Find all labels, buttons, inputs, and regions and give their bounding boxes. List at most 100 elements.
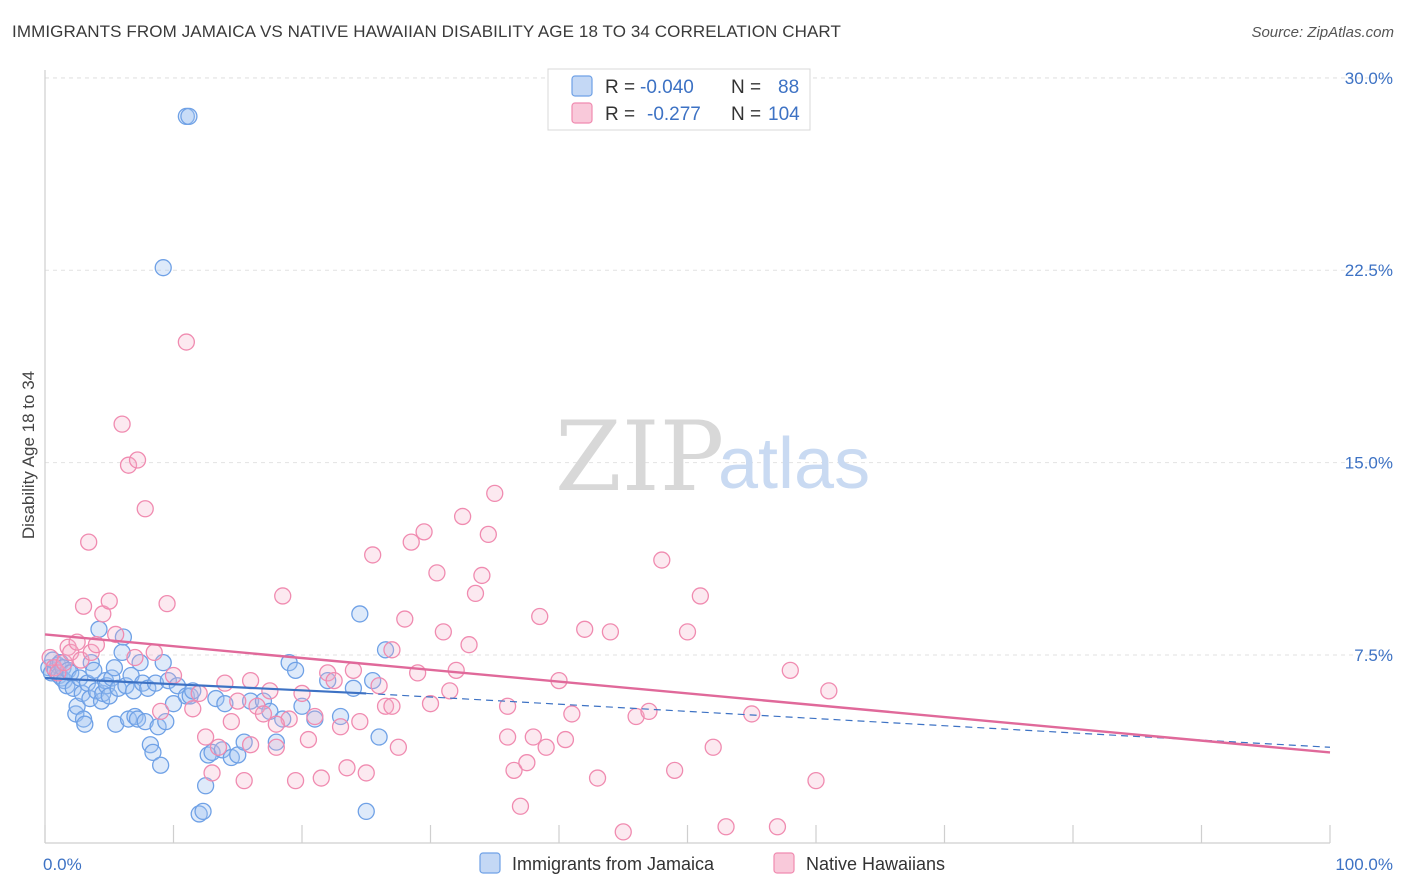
data-point [180,107,198,126]
data-point [640,702,658,721]
data-point [537,738,555,756]
data-point [704,738,722,756]
data-point [267,715,285,733]
data-point [383,641,401,659]
data-point [357,764,375,782]
data-point [158,595,176,613]
chart-title: IMMIGRANTS FROM JAMAICA VS NATIVE HAWAII… [12,22,841,41]
data-point [441,682,459,700]
data-point [331,718,350,736]
data-point [254,705,273,723]
source-label: Source: ZipAtlas.com [1251,24,1394,41]
data-point [556,730,575,749]
grid-lines [45,77,1392,656]
data-point [306,707,324,726]
y-tick-label: 15.0% [1345,454,1393,473]
data-point [241,671,260,690]
y-axis-label: Disability Age 18 to 34 [19,371,38,539]
series-jamaica [40,107,395,823]
data-point [190,684,208,703]
bottom-legend-label-jamaica: Immigrants from Jamaica [512,854,715,874]
data-point [653,551,671,569]
data-point [151,702,170,721]
data-point [351,712,369,731]
data-point [807,771,825,790]
data-point [364,546,382,564]
data-point [164,666,183,685]
data-point [479,525,497,544]
bottom-legend-label-hawaiians: Native Hawaiians [806,854,945,874]
watermark-atlas: atlas [718,424,870,504]
data-point [113,415,131,433]
data-point [678,623,697,641]
data-point [119,456,138,474]
data-point [428,564,446,582]
data-point [49,664,67,682]
data-point [151,756,170,774]
data-point [100,592,118,610]
data-point [90,620,108,638]
data-point [216,695,234,713]
data-point [267,733,285,751]
data-point [157,712,175,731]
trend-lines [44,633,1331,754]
data-point [370,728,388,746]
data-point [299,730,318,749]
legend-swatch-jamaica [571,75,593,97]
data-point [280,710,298,728]
trend-line-hawaiians [44,633,1331,754]
legend-n-value-hawaiians: 104 [768,104,800,125]
data-point [588,769,607,787]
data-point [434,623,453,641]
data-point [154,259,172,277]
legend-r-value-jamaica: -0.040 [640,77,694,98]
data-point [261,682,279,700]
data-point [145,643,163,662]
data-point [460,636,478,654]
data-point [286,771,305,790]
data-point [216,674,234,692]
legend-n-value-jamaica: 88 [778,77,799,98]
data-point [344,661,363,679]
y-tick-label: 30.0% [1345,69,1393,88]
data-point [447,661,465,679]
data-point [376,697,395,715]
data-point [107,625,125,644]
data-point [293,684,311,703]
data-point [85,661,103,679]
data-point [691,587,709,605]
data-point [498,697,517,715]
data-point [563,705,581,723]
legend-r-label-jamaica: R = [605,77,635,98]
data-point [415,523,433,541]
data-point [576,620,594,638]
y-tick-label: 22.5% [1345,261,1393,280]
data-point [241,736,260,754]
legend-n-label-jamaica: N = [731,77,761,98]
data-point [743,705,761,723]
data-point [274,587,292,605]
top-legend: R = -0.040 N = 88 R = -0.277 N = 104 [547,68,811,131]
data-point [389,738,408,756]
data-point [131,653,149,672]
data-point [107,715,125,733]
data-point [614,823,632,841]
data-point [421,695,440,713]
data-point [144,743,162,762]
x-tick-label: 0.0% [43,855,82,874]
data-point [402,533,420,551]
x-tick-label: 100.0% [1335,855,1393,874]
data-point [80,533,98,551]
data-point [286,661,305,679]
data-point [177,333,196,351]
data-point [105,659,124,677]
data-point [396,610,414,628]
data-point [74,597,93,615]
y-tick-label: 7.5% [1354,646,1393,665]
data-point [498,728,517,746]
bottom-legend: Immigrants from Jamaica Native Hawaiians [479,852,945,874]
data-point [209,738,228,756]
bottom-legend-swatch-jamaica [479,852,501,874]
data-point [486,484,504,503]
data-point [136,500,154,518]
